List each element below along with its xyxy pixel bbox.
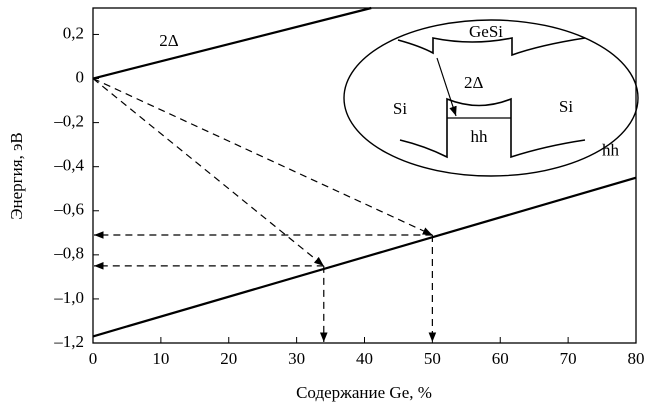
y-tick-label: –0,4 (53, 156, 84, 175)
chart: Содержание Ge, % Энергия, эВ GeSi 2Δ Si … (0, 0, 648, 409)
y-tick-label: 0 (76, 67, 85, 86)
inset-label: Si (393, 99, 407, 118)
series-line (93, 8, 371, 79)
x-tick-label: 80 (628, 349, 645, 368)
guide-arrow (93, 79, 432, 235)
inset-label: Si (559, 97, 573, 116)
x-tick-label: 0 (89, 349, 98, 368)
guide-arrow (93, 79, 324, 266)
x-tick-label: 10 (152, 349, 169, 368)
series-label: hh (602, 141, 620, 160)
x-tick-label: 50 (424, 349, 441, 368)
x-tick-label: 40 (356, 349, 373, 368)
inset-label: GeSi (469, 22, 503, 41)
inset-label: 2Δ (464, 73, 484, 92)
inset-label: hh (471, 127, 489, 146)
x-tick-label: 30 (288, 349, 305, 368)
series-label: 2Δ (159, 31, 179, 50)
y-tick-label: –0,6 (53, 200, 84, 219)
x-tick-label: 70 (560, 349, 577, 368)
y-tick-label: –0,8 (53, 244, 84, 263)
x-tick-label: 20 (220, 349, 237, 368)
y-tick-label: –1,0 (53, 288, 84, 307)
inset-ellipse (344, 20, 638, 176)
inset (344, 20, 638, 176)
x-axis-label: Содержание Ge, % (296, 383, 432, 402)
y-tick-label: –1,2 (53, 332, 84, 351)
y-tick-label: 0,2 (63, 23, 84, 42)
y-axis-label: Энергия, эВ (7, 132, 26, 219)
y-tick-label: –0,2 (53, 112, 84, 131)
inset-lower-band (400, 99, 585, 157)
series-line (93, 178, 636, 337)
x-tick-label: 60 (492, 349, 509, 368)
